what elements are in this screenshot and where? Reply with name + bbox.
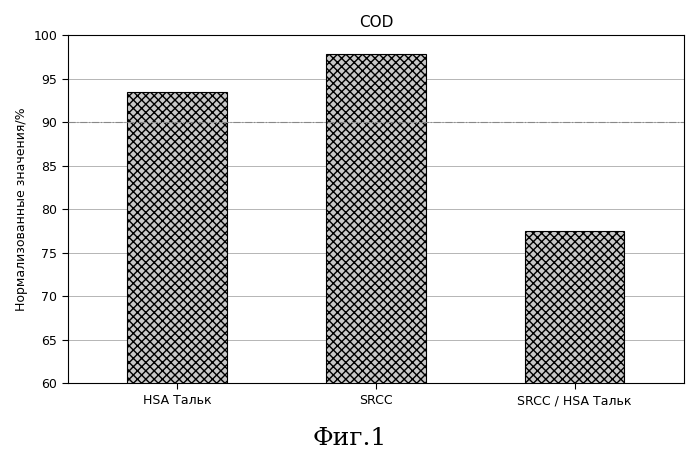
Text: Фиг.1: Фиг.1 [312,427,387,450]
Bar [127,92,227,459]
Bar [525,231,624,459]
Bar [326,55,426,459]
Y-axis label: Нормализованные значения/%: Нормализованные значения/% [15,107,28,311]
Title: COD: COD [359,15,393,30]
